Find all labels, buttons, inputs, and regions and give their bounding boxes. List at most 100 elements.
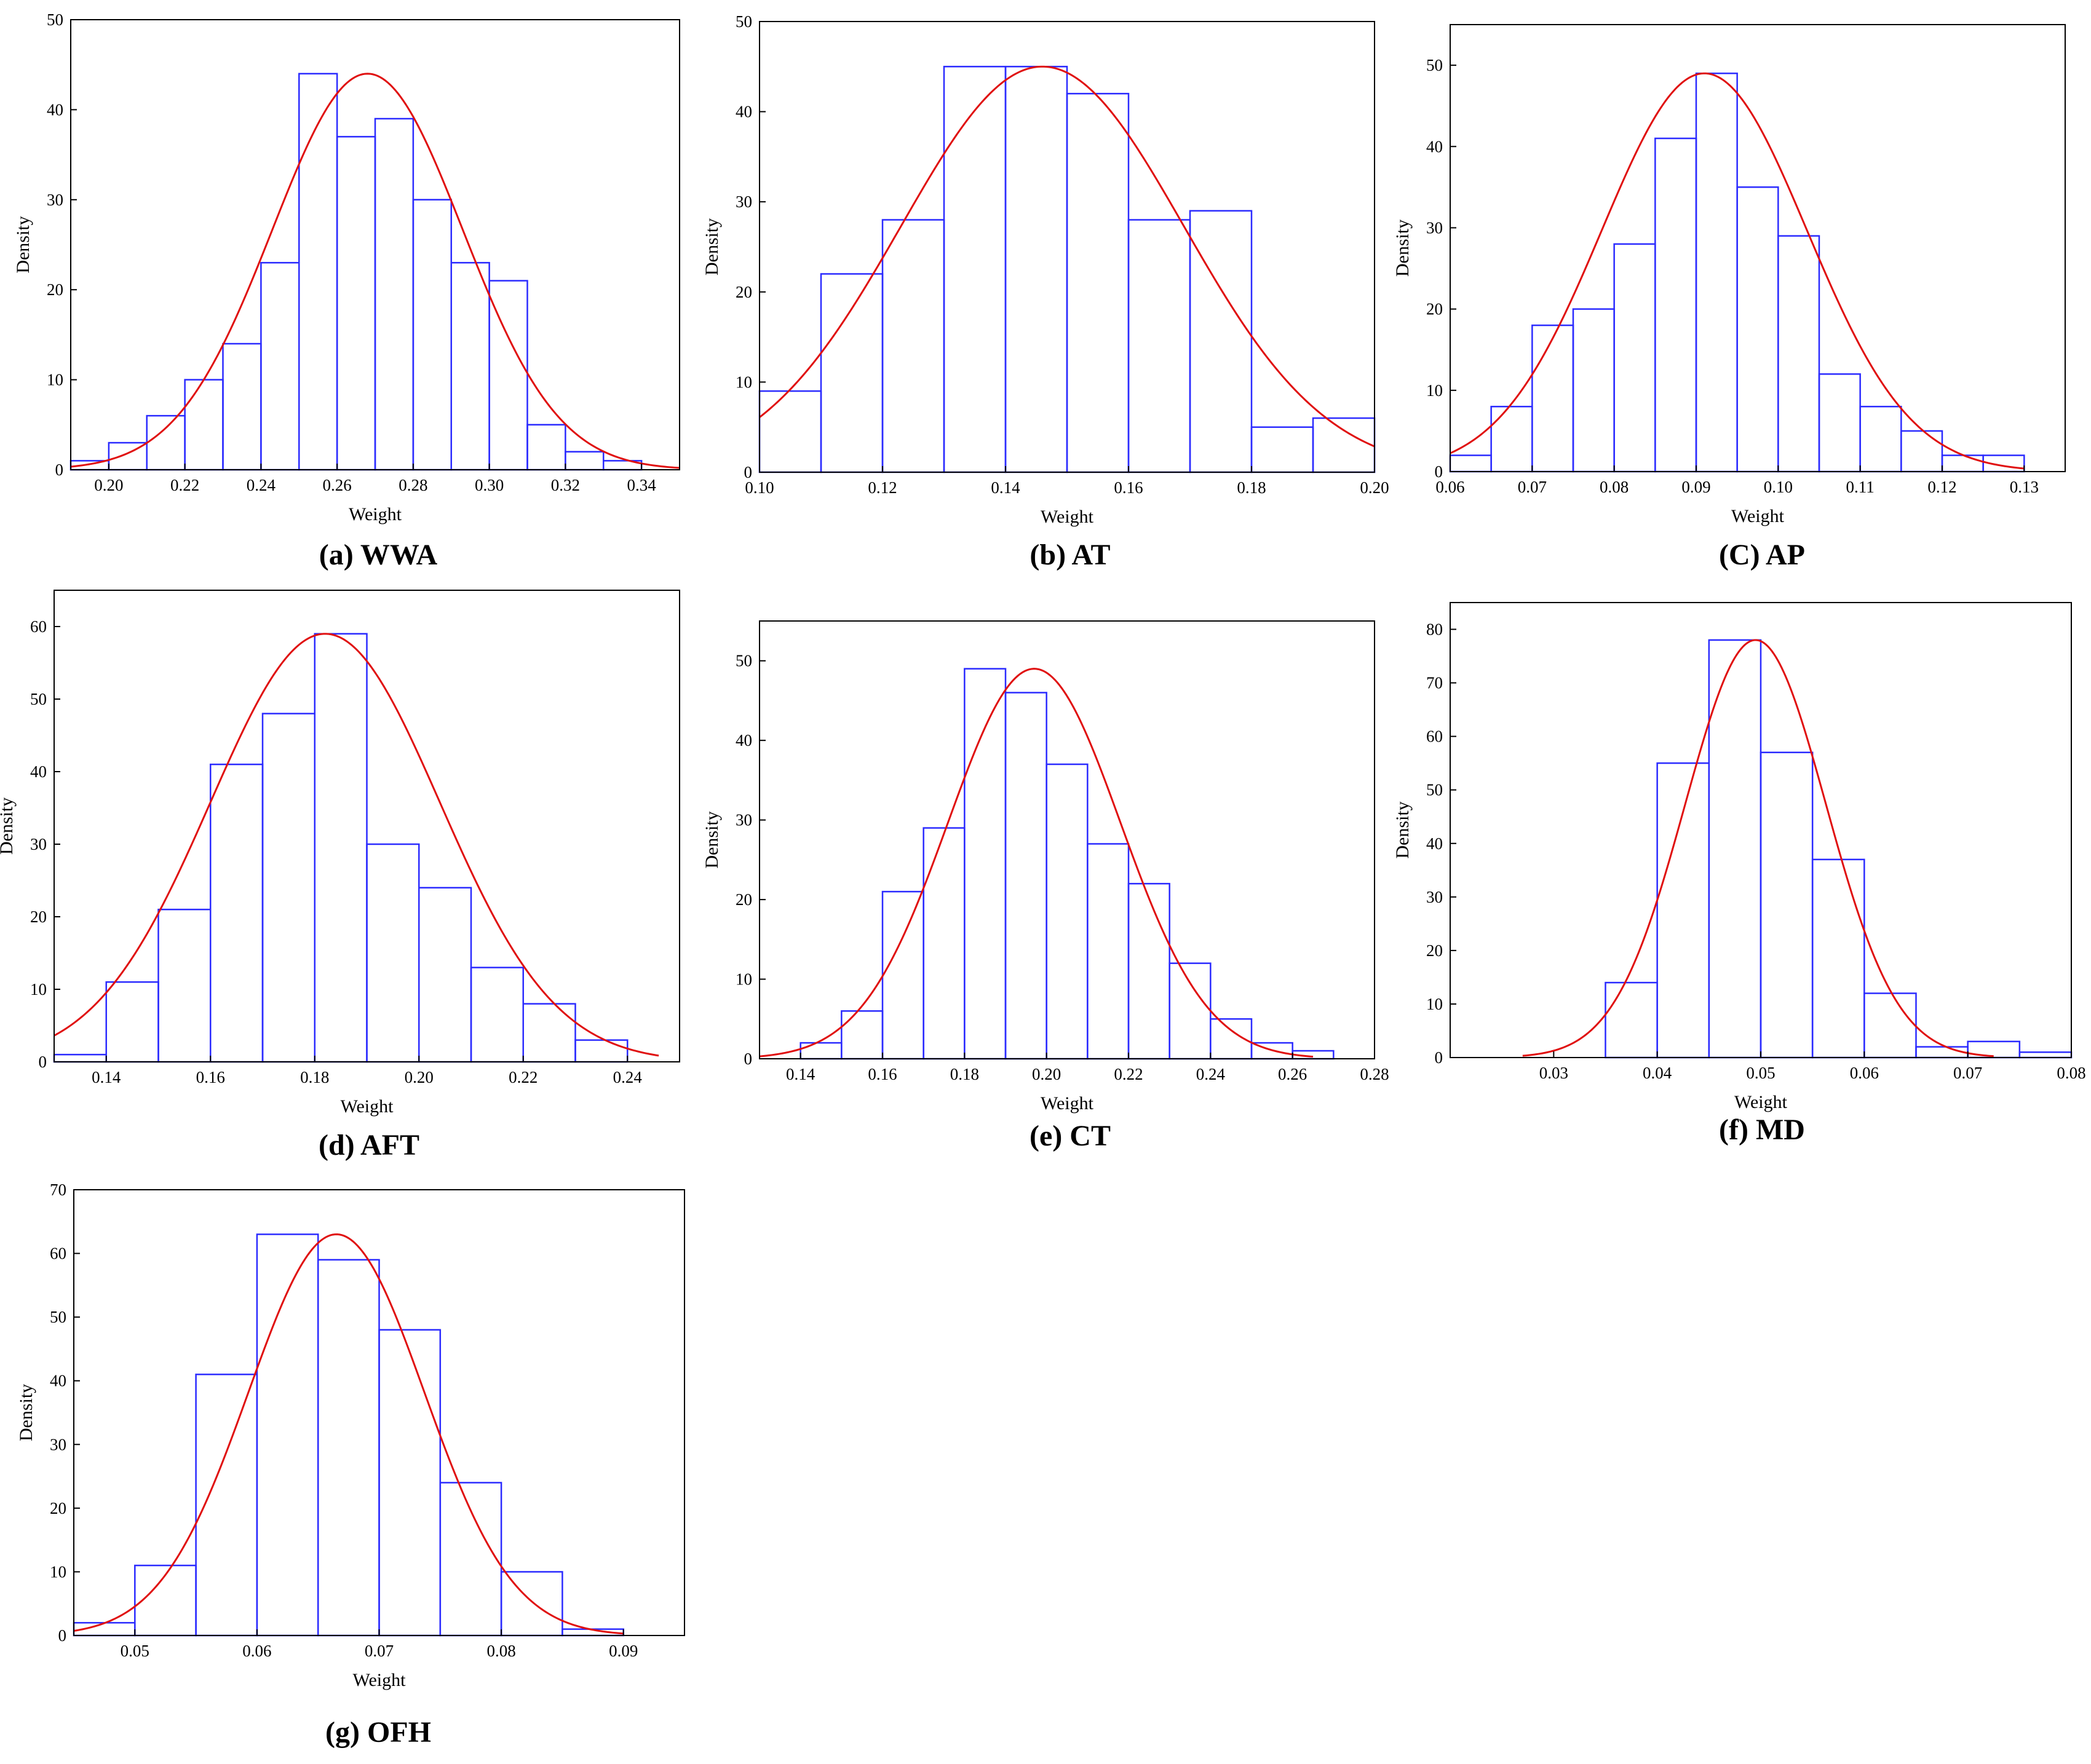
x-tick-label: 0.22	[509, 1068, 538, 1086]
caption-aft: (d) AFT	[318, 1129, 419, 1161]
plot-frame	[1450, 24, 2066, 472]
caption-ofh: (g) OFH	[325, 1716, 431, 1749]
y-tick-label: 40	[50, 1372, 66, 1390]
y-axis-title: Density	[1392, 801, 1413, 858]
histogram-bar	[450, 262, 490, 471]
x-tick-label: 0.26	[1278, 1065, 1307, 1083]
y-tick-label: 0	[744, 463, 753, 481]
histogram-bar	[1168, 962, 1212, 1060]
histogram-bar	[1189, 210, 1253, 473]
histogram-bar	[1490, 406, 1533, 473]
x-tick-label: 0.24	[1196, 1065, 1226, 1083]
histogram-bar	[1046, 763, 1089, 1060]
histogram-bar	[336, 136, 376, 471]
histogram-bar	[1656, 762, 1710, 1059]
y-tick-label: 0	[1435, 1048, 1443, 1067]
y-tick-label: 70	[50, 1181, 66, 1199]
y-tick-label: 20	[50, 1499, 66, 1517]
histogram-bar	[105, 981, 159, 1063]
y-tick-label: 10	[736, 970, 752, 989]
y-tick-label: 20	[1426, 941, 1443, 960]
y-tick-label: 20	[736, 283, 752, 301]
y-tick-label: 80	[1426, 620, 1443, 639]
histogram-bar	[1312, 417, 1376, 473]
histogram-bar	[1736, 186, 1779, 473]
histogram-bar	[412, 199, 452, 471]
x-tick-label: 0.07	[1518, 478, 1547, 496]
histogram-bar	[210, 763, 264, 1063]
x-tick-label: 0.16	[1114, 478, 1143, 497]
y-tick-label: 60	[1426, 727, 1443, 746]
x-tick-label: 0.10	[745, 478, 774, 497]
normal-fit-curve	[73, 1233, 624, 1635]
y-tick-label: 10	[1426, 381, 1443, 400]
x-tick-label: 0.14	[991, 478, 1020, 497]
histogram-bar	[2018, 1051, 2073, 1059]
x-tick-label: 0.08	[2057, 1064, 2085, 1082]
caption-ct: (e) CT	[1030, 1120, 1111, 1152]
y-tick-label: 0	[744, 1050, 753, 1068]
caption-ap: (C) AP	[1719, 539, 1805, 571]
y-tick-label: 30	[30, 835, 47, 853]
x-tick-label: 0.06	[1435, 478, 1464, 496]
y-tick-label: 40	[30, 762, 47, 781]
x-tick-label: 0.04	[1643, 1064, 1672, 1082]
x-tick-label: 0.11	[1846, 478, 1875, 496]
y-axis-title: Density	[702, 218, 722, 275]
x-tick-label: 0.18	[950, 1065, 979, 1083]
histogram-bar	[53, 1053, 107, 1063]
caption-wwa: (a) WWA	[319, 539, 438, 571]
normal-fit-curve	[759, 65, 1375, 448]
y-tick-label: 50	[30, 690, 47, 708]
histogram-bar	[298, 73, 338, 471]
x-axis-title: Weight	[1731, 506, 1785, 526]
y-axis-title: Density	[0, 797, 17, 855]
x-tick-label: 0.09	[1681, 478, 1710, 496]
panel-ofh: 0.05 0.06 0.07 0.08 0.09 0 10 20 30 40 50 60 70 Weigh…	[0, 1162, 695, 1764]
x-tick-label: 0.16	[196, 1068, 225, 1086]
histogram-bar	[418, 887, 472, 1063]
x-tick-label: 0.03	[1539, 1064, 1568, 1082]
histogram-bar	[881, 890, 924, 1060]
x-axis-title: Weight	[1041, 1093, 1094, 1113]
y-tick-label: 20	[47, 280, 63, 299]
histogram-aft: 0.14 0.16 0.18 0.20 0.22 0.24 0 10 20 30 40 50 60 Wei…	[0, 590, 680, 1117]
y-tick-label: 30	[736, 811, 752, 829]
histogram-bar	[922, 827, 966, 1060]
y-tick-label: 70	[1426, 674, 1443, 692]
histogram-bar	[378, 1329, 442, 1637]
y-tick-label: 20	[30, 908, 47, 926]
histogram-bar	[1863, 992, 1917, 1059]
y-tick-label: 30	[736, 192, 752, 211]
x-tick-label: 0.12	[1927, 478, 1956, 496]
x-axis-title: Weight	[341, 1096, 394, 1117]
y-tick-label: 30	[1426, 888, 1443, 906]
x-tick-label: 0.22	[1114, 1065, 1143, 1083]
normal-fit-curve	[70, 73, 680, 469]
y-tick-label: 10	[47, 371, 63, 389]
y-tick-label: 50	[736, 652, 752, 670]
histogram-bar	[1654, 137, 1697, 473]
histogram-bar	[1449, 454, 1492, 473]
histogram-bar	[1777, 235, 1820, 473]
y-tick-label: 50	[50, 1308, 66, 1326]
x-tick-label: 0.16	[868, 1065, 897, 1083]
histogram-bar	[366, 843, 420, 1063]
plot-frame	[70, 19, 680, 470]
histogram-bar	[261, 713, 315, 1063]
plot-frame	[759, 21, 1375, 473]
y-tick-label: 40	[1426, 137, 1443, 156]
y-tick-label: 10	[736, 373, 752, 391]
histogram-bar	[1531, 324, 1574, 473]
histogram-bar	[800, 1042, 843, 1060]
y-tick-label: 10	[50, 1562, 66, 1581]
histogram-ofh: 0.05 0.06 0.07 0.08 0.09 0 10 20 30 40 50 60 70 Weigh…	[16, 1181, 685, 1690]
normal-fit-curve	[54, 633, 659, 1057]
histogram-bar	[1066, 93, 1130, 473]
histogram-bar	[260, 262, 300, 471]
histogram-bar	[157, 908, 212, 1063]
histogram-bar	[317, 1259, 380, 1637]
panel-at: 0.10 0.12 0.14 0.16 0.18 0.20 0 10 20 30 40 50 Weigh…	[695, 0, 1390, 590]
x-tick-label: 0.24	[613, 1068, 643, 1086]
x-axis-title: Weight	[1041, 507, 1094, 527]
